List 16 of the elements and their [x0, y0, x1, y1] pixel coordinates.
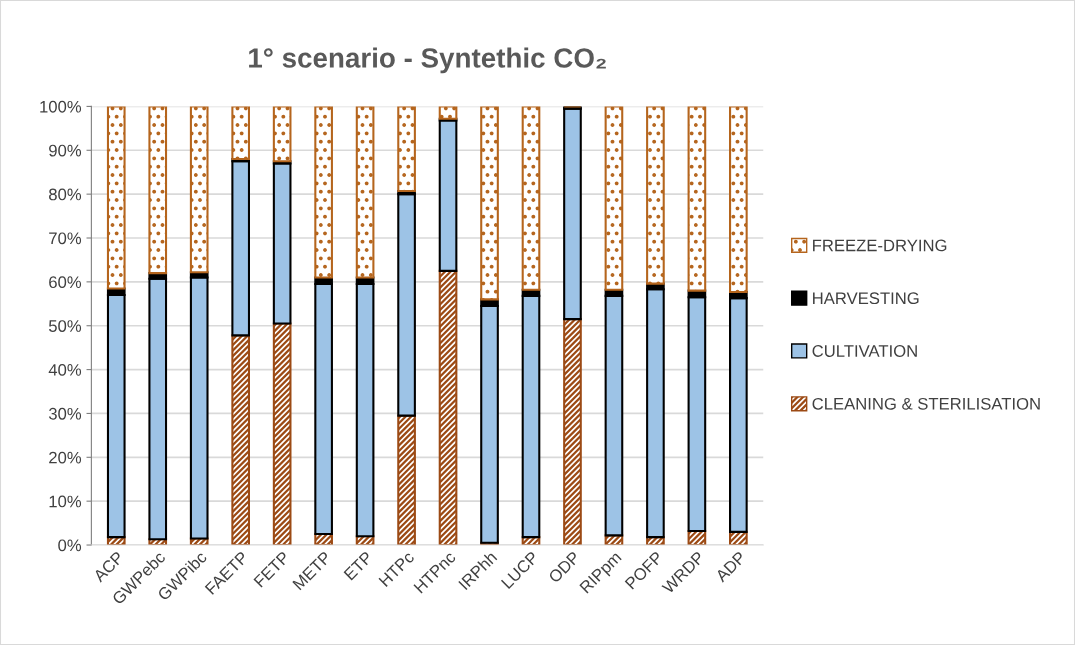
y-tick-label: 80% — [49, 188, 82, 201]
y-tick-label: 90% — [49, 144, 82, 157]
y-tick-label: 70% — [49, 232, 82, 245]
y-tick-label: 0% — [58, 539, 82, 552]
legend-label: FREEZE-DRYING — [813, 239, 947, 252]
legend-label: HARVESTING — [813, 292, 919, 305]
y-tick-label: 20% — [49, 451, 82, 464]
legend-label: CLEANING & STERILISATION — [812, 397, 1040, 410]
y-tick-label: 10% — [49, 495, 82, 508]
y-tick-label: 60% — [49, 276, 82, 289]
y-tick-label: 100% — [40, 100, 82, 113]
y-tick-label: 50% — [48, 320, 82, 332]
y-tick-label: 40% — [48, 363, 82, 376]
legend-label: CULTIVATION — [812, 345, 917, 357]
chart-title: 1° scenario - Syntethic CO₂ — [249, 47, 606, 74]
y-tick-label: 30% — [48, 407, 82, 420]
